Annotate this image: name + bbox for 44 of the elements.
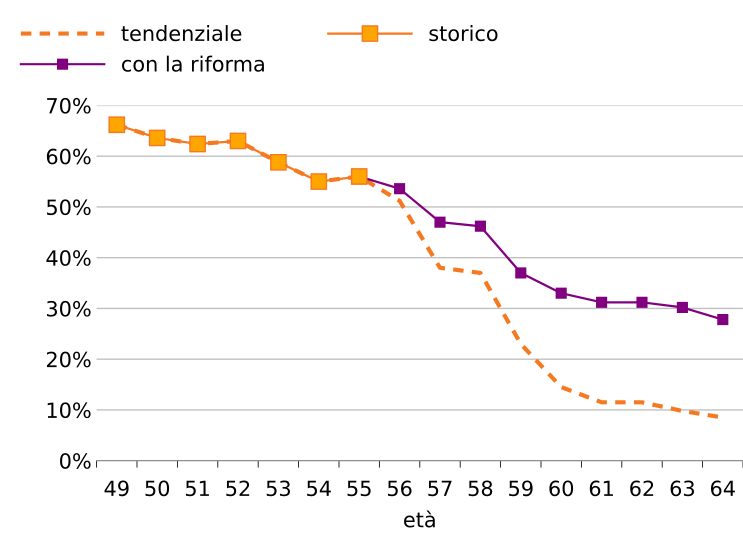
x-tick-label: 55 [348,480,371,496]
y-tick-label: 0% [60,453,91,469]
legend-label: storico [429,25,498,42]
x-tick-label: 51 [186,480,209,496]
point [515,267,526,278]
x-tick-label: 59 [509,480,533,496]
y-tick-label: 20% [46,352,91,368]
point [189,136,206,152]
y-tick-label: 60% [46,148,91,164]
x-tick-label: 60 [549,480,574,496]
x-tick-label: 52 [226,480,250,496]
x-axis-title: età [404,510,435,528]
point [270,154,287,171]
x-tick-label: 57 [428,480,452,496]
x-tick-label: 64 [711,480,735,496]
y-tick-label: 10% [48,402,91,418]
x-tick-label: 53 [266,480,290,496]
point [148,130,166,146]
point [676,302,688,313]
y-tick-label: 40% [46,250,91,266]
point [310,173,328,190]
x-tick-label: 58 [468,480,492,496]
y-tick-label: 30% [47,300,91,317]
x-tick-label: 63 [670,480,694,496]
x-tick-label: 49 [104,480,129,496]
x-tick-label: 56 [388,480,412,496]
point [350,168,368,185]
point [717,314,728,326]
point [434,216,446,228]
x-tick-label: 54 [307,480,331,496]
legend-label: tendenziale [121,25,242,42]
point [230,132,246,150]
point [596,296,608,308]
x-tick-label: 50 [146,480,170,496]
y-tick-label: 70% [47,98,91,114]
point [474,220,486,232]
x-tick-label: 61 [590,480,613,496]
point [556,288,567,299]
y-tick-label: 50% [47,199,91,216]
legend-label: con la riforma [122,56,264,72]
point [394,183,406,194]
point [108,116,126,134]
x-tick-label: 62 [630,480,654,496]
point [636,296,648,308]
